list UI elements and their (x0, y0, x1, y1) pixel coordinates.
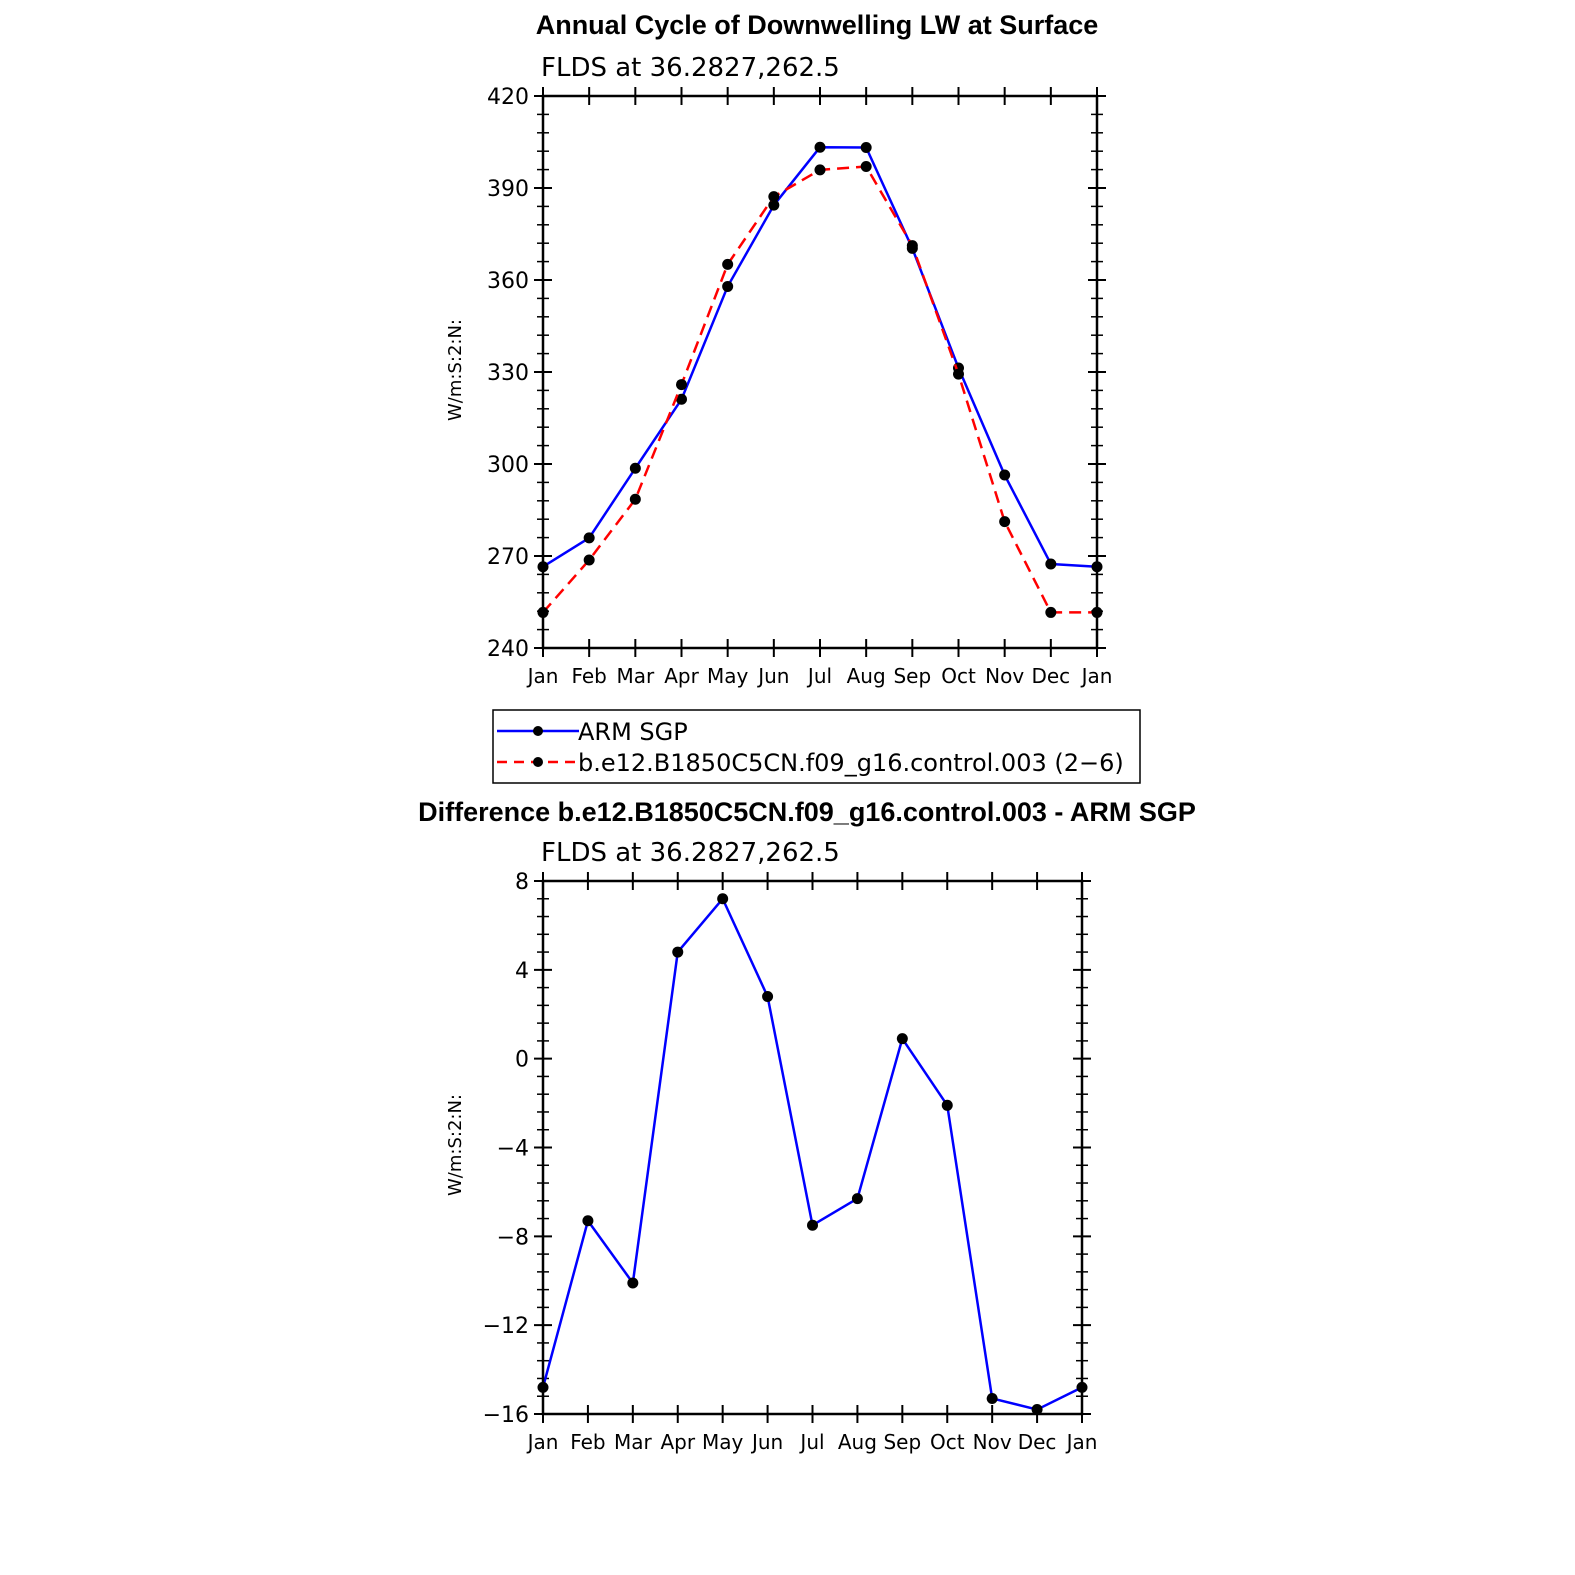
y-tick-label: 300 (487, 453, 529, 478)
data-point (1045, 606, 1057, 618)
data-point (1031, 1404, 1043, 1416)
x-tick-label: Oct (930, 1430, 965, 1454)
x-tick-label: Nov (973, 1430, 1012, 1454)
x-tick-label: Mar (616, 664, 655, 688)
x-tick-labels: Jan Feb Mar Apr May Jun Jul Aug Sep Oct Nov Dec Jan (526, 664, 1113, 688)
y-tick-label: −4 (497, 1137, 529, 1162)
data-point (629, 462, 641, 474)
data-point (583, 532, 595, 544)
x-tick-label: Feb (570, 1430, 605, 1454)
y-axis-label: W/m:S:2:N: (445, 1094, 466, 1196)
y-tick-label: 8 (515, 870, 529, 895)
series-layer (537, 141, 1103, 618)
data-point (676, 393, 687, 405)
legend-marker-arm-sgp (533, 726, 543, 736)
data-point (807, 1219, 818, 1231)
data-point (1045, 558, 1057, 570)
series-line (542, 145, 1098, 568)
y-tick-label: 420 (487, 85, 529, 110)
x-tick-label: Aug (838, 1430, 877, 1454)
difference-chart: Difference b.e12.B1850C5CN.f09_g16.contr… (418, 797, 1196, 1454)
tick-marks (534, 872, 1091, 1423)
x-tick-label: Jun (750, 1430, 783, 1454)
data-point (717, 893, 729, 905)
chart-title: Difference b.e12.B1850C5CN.f09_g16.contr… (418, 797, 1196, 827)
data-point (941, 1099, 953, 1111)
data-point (906, 240, 918, 252)
x-tick-label: Sep (893, 664, 931, 688)
y-tick-label: 240 (487, 637, 529, 662)
chart-title: Annual Cycle of Downwelling LW at Surfac… (536, 10, 1099, 40)
y-tick-label: −12 (483, 1314, 529, 1339)
data-point (860, 161, 872, 173)
data-point (762, 990, 774, 1002)
y-tick-label: 360 (487, 269, 529, 294)
chart-subtitle: FLDS at 36.2827,262.5 (541, 838, 840, 868)
data-point (722, 280, 734, 292)
data-point (627, 1277, 639, 1289)
data-point (860, 142, 872, 154)
x-tick-label: May (702, 1430, 744, 1454)
x-tick-label: Jan (1080, 664, 1113, 688)
legend-label-arm-sgp: ARM SGP (578, 718, 688, 746)
x-tick-label: Dec (1031, 664, 1070, 688)
legend: ARM SGP b.e12.B1850C5CN.f09_g16.control.… (492, 709, 1141, 784)
data-point (999, 516, 1011, 528)
x-tick-label: Nov (985, 664, 1024, 688)
y-axis-label: W/m:S:2:N: (445, 319, 466, 421)
data-point (676, 379, 687, 391)
data-point (582, 1215, 594, 1227)
x-tick-label: Mar (614, 1430, 653, 1454)
y-tick-label: −16 (483, 1403, 529, 1428)
x-tick-label: Sep (883, 1430, 921, 1454)
x-tick-label: Apr (660, 1430, 695, 1454)
data-point (722, 258, 734, 270)
x-tick-label: May (707, 664, 749, 688)
y-tick-label: 4 (515, 959, 529, 984)
x-tick-label: Jan (1065, 1430, 1098, 1454)
x-tick-label: Jan (526, 664, 559, 688)
data-point (672, 946, 684, 958)
x-tick-label: Jun (756, 664, 789, 688)
series-layer (537, 893, 1088, 1416)
data-point (999, 469, 1011, 481)
series-line (541, 897, 1083, 1411)
legend-label-model: b.e12.B1850C5CN.f09_g16.control.003 (2−6… (578, 749, 1124, 777)
data-point (583, 554, 595, 566)
x-tick-label: Apr (664, 664, 699, 688)
y-tick-label: −8 (497, 1225, 529, 1250)
legend-marker-model (533, 757, 543, 767)
x-tick-label: Dec (1018, 1430, 1057, 1454)
x-tick-labels: Jan Feb Mar Apr May Jun Jul Aug Sep Oct Nov Dec Jan (526, 1430, 1098, 1454)
data-point (814, 164, 826, 176)
plot-frame (541, 879, 1084, 1416)
x-tick-label: Jan (526, 1430, 559, 1454)
x-tick-label: Aug (847, 664, 886, 688)
data-point (851, 1193, 863, 1205)
data-point (768, 199, 780, 211)
series-line (542, 165, 1097, 614)
data-point (953, 368, 964, 380)
x-tick-label: Oct (941, 664, 976, 688)
y-tick-label: 0 (515, 1048, 529, 1073)
data-point (986, 1392, 998, 1404)
y-tick-labels: 240 270 300 330 360 390 420 (487, 85, 529, 662)
x-tick-label: Jul (806, 664, 832, 688)
y-tick-labels: −16 −12 −8 −4 0 4 8 (483, 870, 529, 1428)
data-point (814, 141, 826, 153)
data-point (629, 493, 641, 505)
annual-cycle-chart: Annual Cycle of Downwelling LW at Surfac… (445, 10, 1112, 688)
data-point (896, 1033, 908, 1045)
x-tick-label: Jul (798, 1430, 824, 1454)
chart-subtitle: FLDS at 36.2827,262.5 (541, 53, 840, 83)
y-tick-label: 390 (487, 177, 529, 202)
y-tick-label: 330 (487, 361, 529, 386)
data-point (768, 191, 780, 203)
x-tick-label: Feb (571, 664, 606, 688)
legend-box (492, 709, 1141, 784)
y-tick-label: 270 (487, 545, 529, 570)
plot-frame (541, 94, 1099, 650)
